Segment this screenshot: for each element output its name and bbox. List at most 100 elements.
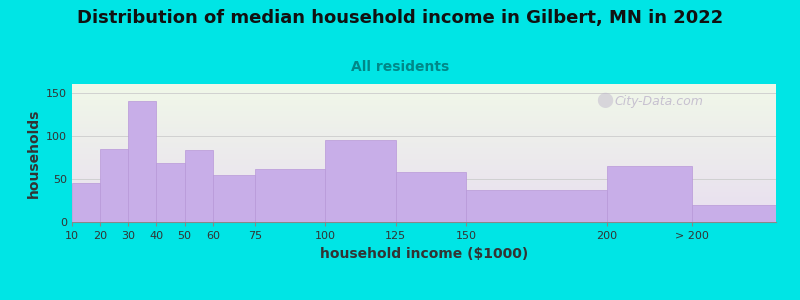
Bar	[72, 183, 776, 184]
Bar	[72, 152, 776, 153]
Bar	[72, 205, 776, 206]
Bar	[72, 155, 776, 156]
Bar	[72, 219, 776, 220]
Bar	[72, 172, 776, 173]
Bar	[72, 217, 776, 218]
Bar	[72, 128, 776, 129]
Bar	[72, 201, 776, 202]
Bar	[72, 209, 776, 210]
Bar	[72, 198, 776, 199]
Bar	[691, 205, 776, 222]
Bar	[72, 157, 776, 158]
Bar	[72, 207, 776, 208]
Bar	[72, 138, 776, 139]
Bar	[72, 150, 776, 151]
Bar	[72, 178, 776, 179]
Bar	[72, 199, 776, 200]
Bar	[72, 89, 776, 90]
Bar	[185, 150, 213, 222]
Bar	[72, 134, 776, 135]
Bar	[72, 105, 776, 106]
Bar	[72, 156, 776, 157]
Bar	[72, 196, 776, 197]
Bar	[72, 116, 776, 117]
Bar	[72, 149, 776, 150]
Bar	[396, 172, 466, 222]
Bar	[72, 93, 776, 94]
Bar	[72, 131, 776, 132]
Bar	[72, 98, 776, 99]
Bar	[72, 94, 776, 95]
Bar	[72, 107, 776, 108]
Bar	[72, 170, 776, 171]
Bar	[72, 221, 776, 222]
Bar	[72, 126, 776, 127]
Bar	[72, 124, 776, 125]
Bar	[72, 92, 776, 93]
Bar	[72, 164, 776, 165]
Bar	[72, 214, 776, 215]
Bar	[72, 202, 776, 203]
Bar	[72, 173, 776, 174]
Bar	[72, 130, 776, 131]
Bar	[72, 168, 776, 169]
Bar	[72, 165, 776, 166]
Bar	[72, 103, 776, 104]
Bar	[72, 137, 776, 138]
Bar	[72, 136, 776, 137]
Bar	[72, 180, 776, 181]
Bar	[72, 106, 776, 107]
Bar	[72, 86, 776, 87]
Bar	[255, 169, 326, 222]
Bar	[72, 135, 776, 136]
Bar	[72, 192, 776, 193]
Bar	[72, 84, 776, 85]
Bar	[72, 200, 776, 201]
Bar	[72, 175, 776, 176]
Bar	[72, 118, 776, 119]
Bar	[72, 125, 776, 126]
Bar	[72, 160, 776, 161]
Bar	[72, 133, 776, 134]
Bar	[72, 108, 776, 109]
Bar	[72, 206, 776, 207]
Bar	[72, 148, 776, 149]
Bar	[72, 176, 776, 177]
Bar	[72, 123, 776, 124]
Bar	[72, 122, 776, 123]
Bar	[72, 211, 776, 212]
Bar	[72, 141, 776, 142]
Bar	[72, 101, 776, 102]
Bar	[72, 119, 776, 120]
Bar	[72, 145, 776, 146]
Bar	[72, 99, 776, 100]
Bar	[72, 140, 776, 141]
Bar	[72, 142, 776, 143]
Bar	[72, 100, 776, 101]
Bar	[607, 166, 691, 222]
Bar	[72, 167, 776, 168]
Bar	[72, 216, 776, 217]
Bar	[128, 101, 157, 222]
Bar	[72, 212, 776, 213]
Bar	[72, 210, 776, 211]
Bar	[72, 169, 776, 170]
Bar	[72, 102, 776, 103]
Bar	[72, 139, 776, 140]
Bar	[72, 154, 776, 155]
Bar	[72, 174, 776, 175]
Y-axis label: households: households	[26, 108, 41, 198]
Bar	[72, 114, 776, 115]
Bar	[72, 104, 776, 105]
Bar	[72, 195, 776, 196]
Bar	[72, 143, 776, 144]
Text: Distribution of median household income in Gilbert, MN in 2022: Distribution of median household income …	[77, 9, 723, 27]
Text: All residents: All residents	[351, 60, 449, 74]
Bar	[72, 187, 776, 188]
Bar	[72, 115, 776, 116]
Bar	[72, 159, 776, 160]
Bar	[100, 149, 128, 222]
Bar	[72, 162, 776, 163]
Bar	[72, 85, 776, 86]
Bar	[72, 186, 776, 187]
